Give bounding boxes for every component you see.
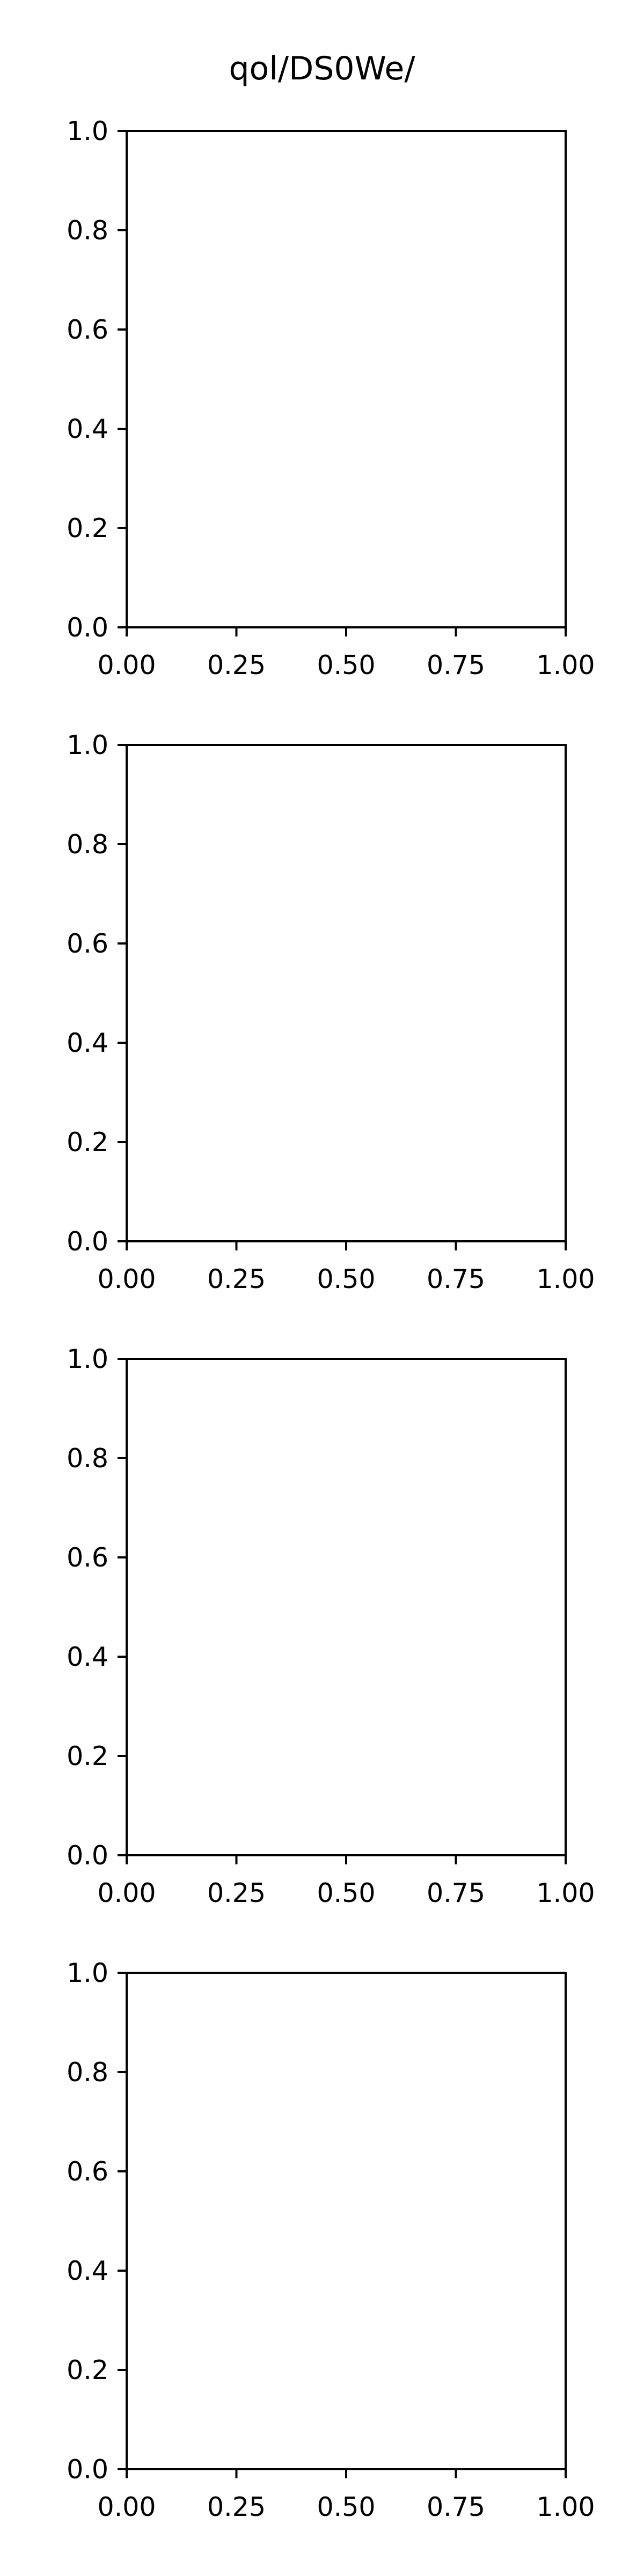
y-tick-label: 0.0 bbox=[67, 612, 108, 643]
x-tick-label: 1.00 bbox=[536, 2492, 595, 2522]
x-tick-label: 0.75 bbox=[427, 1264, 485, 1294]
x-tick-label: 0.00 bbox=[97, 650, 156, 680]
x-tick-label: 0.25 bbox=[207, 2492, 266, 2522]
y-tick-label: 0.8 bbox=[67, 215, 108, 246]
subplot-3: 0.00 0.25 0.50 0.75 1.00 0.0 0.2 0.4 0.6 0.8 1.0 bbox=[67, 1344, 595, 1908]
figure-title: qol/DS0We/ bbox=[229, 50, 415, 87]
x-tick-label: 0.75 bbox=[427, 1878, 485, 1908]
y-tick-label: 0.6 bbox=[67, 1542, 108, 1573]
y-tick-label: 1.0 bbox=[67, 116, 108, 147]
axes-frame bbox=[126, 130, 567, 628]
x-tick-label: 0.50 bbox=[317, 650, 375, 680]
x-tick-label: 1.00 bbox=[536, 1264, 595, 1294]
y-tick-label: 0.6 bbox=[67, 2156, 108, 2187]
subplot-2: 0.00 0.25 0.50 0.75 1.00 0.0 0.2 0.4 0.6 0.8 1.0 bbox=[67, 730, 595, 1294]
x-tick-label: 0.50 bbox=[317, 1878, 375, 1908]
y-tick-label: 0.0 bbox=[67, 2454, 108, 2485]
subplot-1: 0.00 0.25 0.50 0.75 1.00 0.0 0.2 0.4 0.6 0.8 1.0 bbox=[67, 116, 595, 680]
y-tick-label: 0.2 bbox=[67, 513, 108, 544]
y-tick-label: 0.4 bbox=[67, 2256, 108, 2286]
x-tick-label: 1.00 bbox=[536, 650, 595, 680]
x-tick-label: 0.50 bbox=[317, 2492, 375, 2522]
axes-frame bbox=[126, 744, 567, 1242]
y-tick-label: 0.8 bbox=[67, 1443, 108, 1474]
y-tick-label: 1.0 bbox=[67, 1344, 108, 1374]
y-tick-label: 0.2 bbox=[67, 1127, 108, 1158]
y-tick-label: 0.8 bbox=[67, 829, 108, 860]
y-tick-label: 0.6 bbox=[67, 314, 108, 345]
x-tick-label: 0.75 bbox=[427, 650, 485, 680]
y-tick-label: 0.4 bbox=[67, 1642, 108, 1672]
x-tick-label: 0.25 bbox=[207, 650, 266, 680]
y-tick-label: 1.0 bbox=[67, 730, 108, 760]
y-tick-label: 0.2 bbox=[67, 2355, 108, 2385]
y-tick-label: 0.6 bbox=[67, 928, 108, 959]
y-tick-label: 0.4 bbox=[67, 414, 108, 444]
x-tick-label: 0.00 bbox=[97, 2492, 156, 2522]
y-tick-label: 0.2 bbox=[67, 1741, 108, 1772]
subplots: 0.00 0.25 0.50 0.75 1.000.00.20.40.60.81.00.… bbox=[67, 116, 595, 2522]
x-tick-label: 0.00 bbox=[97, 1264, 156, 1294]
y-tick-label: 0.8 bbox=[67, 2057, 108, 2088]
subplot-4: 0.00 0.25 0.50 0.75 1.00 0.0 0.2 0.4 0.6 0.8 1.0 bbox=[67, 1958, 595, 2522]
y-tick-label: 0.4 bbox=[67, 1028, 108, 1058]
y-tick-label: 0.0 bbox=[67, 1840, 108, 1871]
x-tick-label: 0.25 bbox=[207, 1878, 266, 1908]
x-tick-label: 0.50 bbox=[317, 1264, 375, 1294]
y-tick-label: 0.0 bbox=[67, 1226, 108, 1257]
axes-frame bbox=[126, 1358, 567, 1856]
x-tick-label: 0.00 bbox=[97, 1878, 156, 1908]
x-tick-label: 0.75 bbox=[427, 2492, 485, 2522]
x-tick-label: 0.25 bbox=[207, 1264, 266, 1294]
x-tick-label: 1.00 bbox=[536, 1878, 595, 1908]
y-tick-label: 1.0 bbox=[67, 1958, 108, 1988]
axes-frame bbox=[126, 1972, 567, 2470]
